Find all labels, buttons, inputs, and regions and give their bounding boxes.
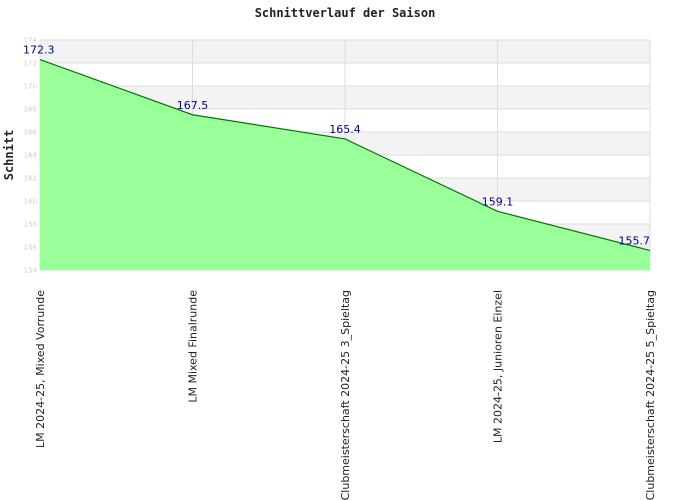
y-tick-label: 154 <box>24 267 38 275</box>
y-tick-label: 168 <box>24 106 37 114</box>
x-tick-label: Clubmeisterschaft 2024-25 5_Spieltag <box>644 290 657 500</box>
x-tick-label: LM Mixed Finalrunde <box>187 290 200 403</box>
data-labels: 172.3 167.5 165.4 159.1 155.7 <box>23 44 650 248</box>
data-label: 172.3 <box>23 44 55 57</box>
y-tick-label: 156 <box>24 244 38 252</box>
data-label: 167.5 <box>177 99 209 112</box>
series-line <box>39 58 651 252</box>
x-tick-labels: LM 2024-25, Mixed Vorrunde LM Mixed Final… <box>34 290 657 500</box>
y-tick-labels: 154 156 158 160 162 164 166 168 170 172 174 <box>24 37 38 275</box>
y-tick-label: 164 <box>24 152 38 160</box>
data-label: 155.7 <box>619 234 651 247</box>
x-tick-label: Clubmeisterschaft 2024-25 3_Spieltag <box>339 290 352 500</box>
y-tick-label: 158 <box>24 221 37 229</box>
y-tick-label: 160 <box>24 198 37 206</box>
y-tick-label: 174 <box>24 37 38 45</box>
x-tick-label: LM 2024-25, Junioren Einzel <box>492 290 505 443</box>
y-tick-label: 172 <box>24 60 37 68</box>
y-tick-label: 170 <box>24 83 37 91</box>
x-tick-label: LM 2024-25, Mixed Vorrunde <box>34 290 47 448</box>
y-tick-label: 162 <box>24 175 37 183</box>
chart-title: Schnittverlauf der Saison <box>255 6 436 20</box>
data-label: 159.1 <box>482 195 514 208</box>
y-tick-label: 166 <box>24 129 38 137</box>
data-label: 165.4 <box>329 123 361 136</box>
y-axis-label: Schnitt <box>2 130 16 181</box>
series-area <box>40 59 650 270</box>
